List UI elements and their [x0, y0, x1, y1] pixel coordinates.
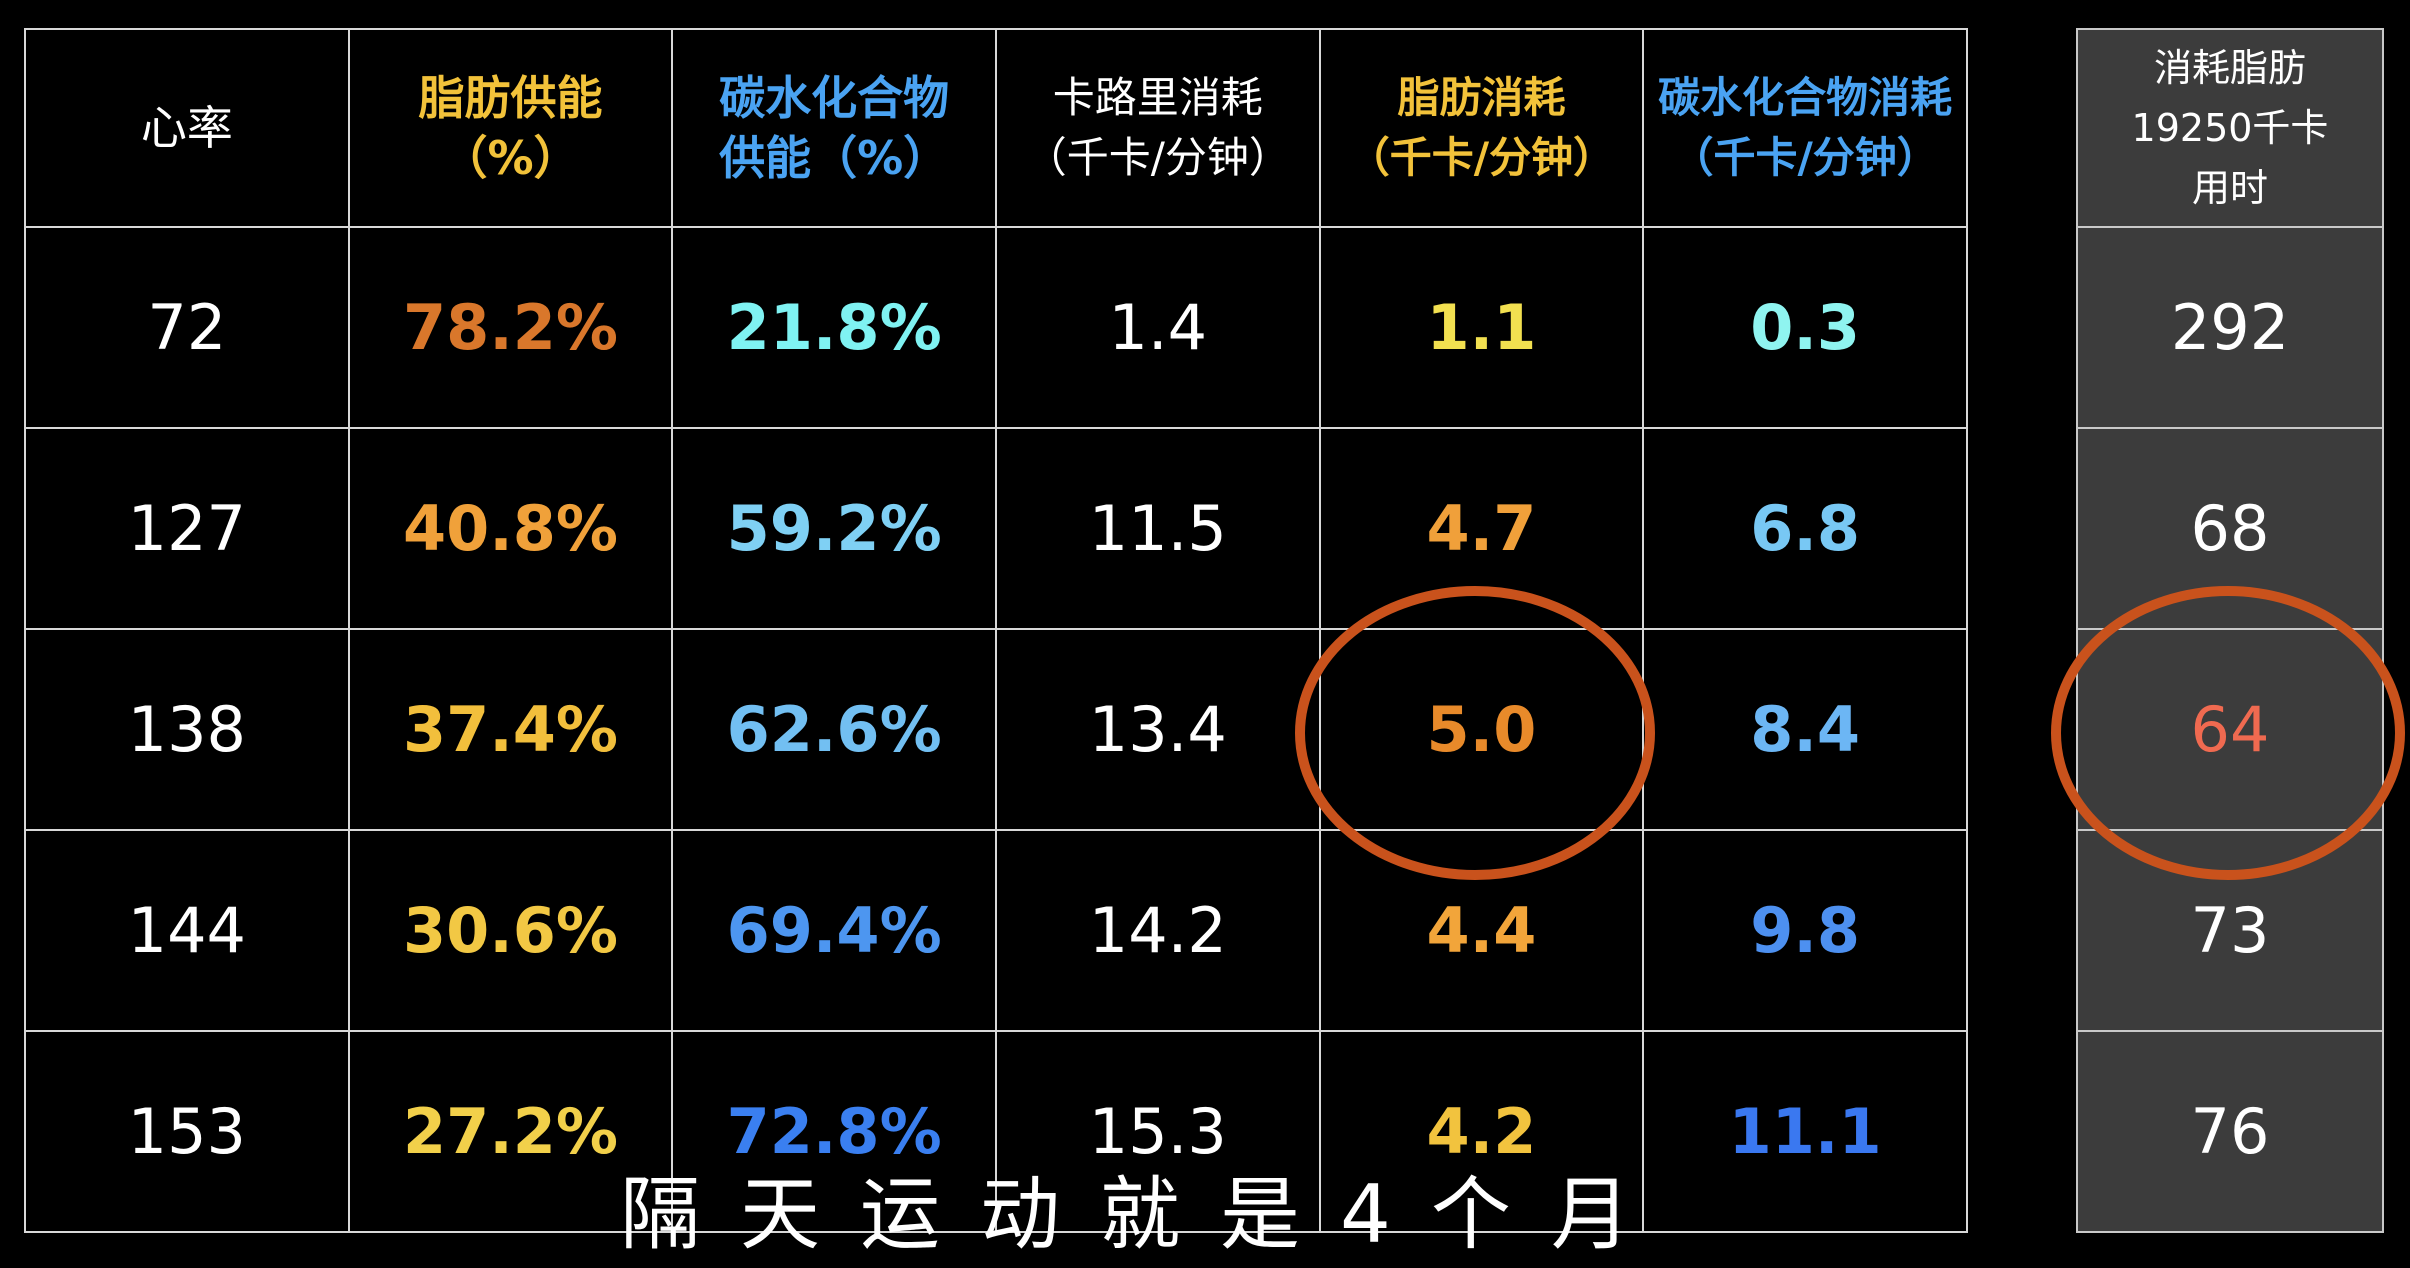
header-fat-burn-line2: （千卡/分钟） [1347, 133, 1616, 182]
cell-fat-pct: 78.2% [347, 226, 674, 429]
cell-carb-burn: 6.8 [1642, 427, 1968, 630]
table-row: 72 78.2% 21.8% 1.4 1.1 0.3 [24, 226, 1968, 429]
cell-time: 76 [2076, 1030, 2384, 1233]
table-row: 138 37.4% 62.6% 13.4 5.0 8.4 [24, 628, 1968, 831]
header-carb-pct-line2: 供能（%） [719, 131, 950, 185]
time-row: 73 [2076, 829, 2384, 1032]
cell-fat-pct: 37.4% [347, 628, 674, 831]
cell-time: 64 [2076, 628, 2384, 831]
header-carb-burn-line1: 碳水化合物消耗 [1658, 73, 1953, 122]
cell-carb-pct: 69.4% [671, 829, 997, 1032]
table-row: 127 40.8% 59.2% 11.5 4.7 6.8 [24, 427, 1968, 630]
header-carb-pct-line1: 碳水化合物 [719, 71, 950, 125]
cell-kcal: 14.2 [994, 829, 1321, 1032]
table-row: 153 27.2% 72.8% 15.3 4.2 11.1 [24, 1030, 1968, 1233]
cell-carb-burn: 8.4 [1642, 628, 1968, 831]
cell-carb-burn: 0.3 [1642, 226, 1968, 429]
time-row: 292 [2076, 226, 2384, 429]
cell-time: 73 [2076, 829, 2384, 1032]
cell-heart-rate: 138 [24, 628, 350, 831]
cell-carb-burn: 9.8 [1642, 829, 1968, 1032]
header-kcal-line1: 卡路里消耗 [1052, 73, 1263, 122]
cell-carb-pct: 59.2% [671, 427, 997, 630]
cell-fat-burn: 5.0 [1318, 628, 1645, 831]
header-carb-burn: 碳水化合物消耗 （千卡/分钟） [1642, 28, 1968, 228]
table-row: 144 30.6% 69.4% 14.2 4.4 9.8 [24, 829, 1968, 1032]
header-fat-burn-line1: 脂肪消耗 [1397, 73, 1566, 122]
cell-fat-pct: 40.8% [347, 427, 674, 630]
header-kcal-line2: （千卡/分钟） [1024, 133, 1291, 182]
cell-carb-burn: 11.1 [1642, 1030, 1968, 1233]
header-heart-rate-label: 心率 [140, 101, 233, 155]
cell-heart-rate: 72 [24, 226, 350, 429]
cell-fat-burn: 4.7 [1318, 427, 1645, 630]
cell-kcal: 11.5 [994, 427, 1321, 630]
header-row: 心率 脂肪供能 （%） 碳水化合物 供能（%） 卡路里消耗 （千卡/分钟） 脂肪… [24, 28, 1968, 228]
header-kcal: 卡路里消耗 （千卡/分钟） [994, 28, 1321, 228]
time-table: 消耗脂肪 19250千卡 用时 292 68 64 73 76 [2076, 28, 2384, 1233]
header-time-line1: 消耗脂肪 [2153, 46, 2306, 90]
data-table: 心率 脂肪供能 （%） 碳水化合物 供能（%） 卡路里消耗 （千卡/分钟） 脂肪… [24, 28, 1968, 1233]
cell-heart-rate: 127 [24, 427, 350, 630]
cell-kcal: 15.3 [994, 1030, 1321, 1233]
header-time: 消耗脂肪 19250千卡 用时 [2076, 28, 2384, 228]
header-time-line3: 用时 [2191, 166, 2268, 210]
cell-carb-pct: 62.6% [671, 628, 997, 831]
cell-fat-burn: 4.4 [1318, 829, 1645, 1032]
cell-time: 68 [2076, 427, 2384, 630]
header-time-line2: 19250千卡 [2131, 106, 2329, 150]
cell-kcal: 1.4 [994, 226, 1321, 429]
cell-fat-pct: 30.6% [347, 829, 674, 1032]
cell-time: 292 [2076, 226, 2384, 429]
cell-fat-pct: 27.2% [347, 1030, 674, 1233]
cell-carb-pct: 21.8% [671, 226, 997, 429]
time-header-row: 消耗脂肪 19250千卡 用时 [2076, 28, 2384, 228]
header-fat-pct-line2: （%） [441, 131, 580, 185]
header-carb-pct: 碳水化合物 供能（%） [671, 28, 997, 228]
cell-heart-rate: 153 [24, 1030, 350, 1233]
time-row: 64 [2076, 628, 2384, 831]
cell-fat-burn: 1.1 [1318, 226, 1645, 429]
cell-kcal: 13.4 [994, 628, 1321, 831]
subtitle-caption: 隔天运动就是4个月 [620, 1168, 1671, 1261]
cell-fat-burn: 4.2 [1318, 1030, 1645, 1233]
cell-heart-rate: 144 [24, 829, 350, 1032]
header-fat-burn: 脂肪消耗 （千卡/分钟） [1318, 28, 1645, 228]
header-fat-pct: 脂肪供能 （%） [347, 28, 674, 228]
time-row: 68 [2076, 427, 2384, 630]
header-heart-rate: 心率 [24, 28, 350, 228]
time-row: 76 [2076, 1030, 2384, 1233]
header-carb-burn-line2: （千卡/分钟） [1671, 133, 1939, 182]
cell-carb-pct: 72.8% [671, 1030, 997, 1233]
header-fat-pct-line1: 脂肪供能 [418, 71, 603, 125]
